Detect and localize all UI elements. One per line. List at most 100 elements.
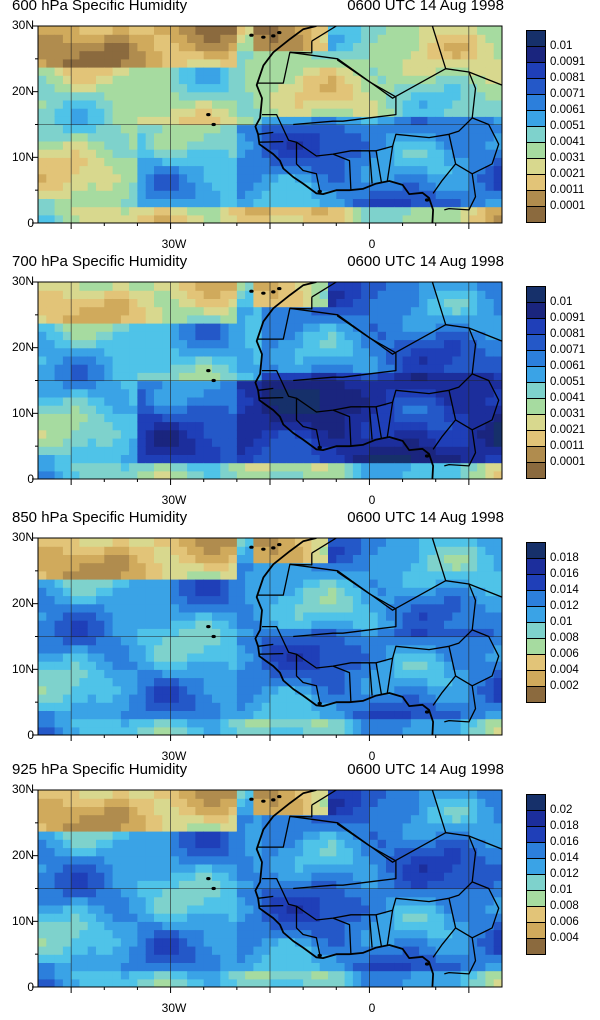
colorbar-swatch — [527, 591, 545, 607]
lon-label-0: 0 — [368, 749, 376, 763]
colorbar-swatch — [527, 827, 545, 843]
colorbar-label: 0.01 — [550, 296, 573, 308]
panel-title: 925 hPa Specific Humidity — [12, 761, 188, 778]
lat-label-20n: 20N — [11, 848, 34, 862]
humidity-field — [38, 26, 502, 223]
humidity-map — [32, 789, 503, 993]
colorbar-label: 0.004 — [550, 932, 579, 944]
lat-label-20n: 20N — [11, 340, 34, 354]
colorbar-swatch — [527, 795, 545, 811]
colorbar-swatch — [527, 843, 545, 859]
colorbar-label: 0.0001 — [550, 200, 586, 212]
colorbar-label: 0.0021 — [550, 168, 586, 180]
colorbar-label: 0.012 — [550, 600, 579, 612]
colorbar-label: 0.0001 — [550, 456, 586, 468]
humidity-map — [32, 25, 503, 229]
colorbar-swatch — [527, 415, 545, 431]
colorbar-swatch — [527, 335, 545, 351]
panel-700hpa: 700 hPa Specific Humidity 0600 UTC 14 Au… — [0, 253, 600, 512]
colorbar-swatch — [527, 79, 545, 95]
lat-label-10n: 10N — [11, 406, 34, 420]
colorbar — [526, 542, 546, 703]
lon-label-0: 0 — [368, 237, 376, 251]
colorbar-swatch — [527, 875, 545, 891]
lon-label-0: 0 — [368, 1001, 376, 1015]
colorbar-label: 0.0011 — [550, 440, 585, 452]
colorbar-swatch — [527, 367, 545, 383]
colorbar-swatch — [527, 31, 545, 47]
colorbar-label: 0.0081 — [550, 328, 586, 340]
colorbar-swatch — [527, 639, 545, 655]
lat-label-20n: 20N — [11, 84, 34, 98]
colorbar-swatch — [527, 319, 545, 335]
lat-label-30n: 30N — [11, 530, 34, 544]
colorbar-label: 0.0091 — [550, 312, 586, 324]
humidity-map — [32, 281, 503, 485]
colorbar-swatch — [527, 907, 545, 923]
colorbar-label: 0.0061 — [550, 360, 586, 372]
colorbar-swatch — [527, 127, 545, 143]
colorbar-label: 0.012 — [550, 868, 579, 880]
humidity-field — [38, 790, 502, 987]
colorbar-label: 0.0051 — [550, 376, 586, 388]
colorbar-swatch — [527, 399, 545, 415]
graticule — [38, 282, 502, 479]
lon-label-30w: 30W — [161, 237, 187, 251]
colorbar-label: 0.018 — [550, 552, 579, 564]
colorbar-swatch — [527, 175, 545, 191]
colorbar-swatch — [527, 191, 545, 207]
lat-label-eq: 0 — [27, 216, 34, 230]
colorbar-label: 0.014 — [550, 584, 579, 596]
graticule — [38, 538, 502, 735]
lon-label-0: 0 — [368, 493, 376, 507]
colorbar-label: 0.0091 — [550, 56, 586, 68]
lat-label-eq: 0 — [27, 472, 34, 486]
panel-time: 0600 UTC 14 Aug 1998 — [347, 0, 504, 14]
colorbar-swatch — [527, 859, 545, 875]
colorbar-swatch — [527, 47, 545, 63]
lat-label-30n: 30N — [11, 274, 34, 288]
colorbar-swatch — [527, 655, 545, 671]
colorbar-label: 0.006 — [550, 648, 579, 660]
colorbar-label: 0.0051 — [550, 120, 586, 132]
colorbar-label: 0.0011 — [550, 184, 585, 196]
colorbar-swatch — [527, 111, 545, 127]
lon-label-30w: 30W — [161, 749, 187, 763]
colorbar — [526, 286, 546, 479]
colorbar-label: 0.01 — [550, 616, 573, 628]
colorbar-label: 0.0041 — [550, 392, 586, 404]
colorbar-label: 0.0081 — [550, 72, 586, 84]
colorbar-swatch — [527, 891, 545, 907]
panel-850hpa: 850 hPa Specific Humidity 0600 UTC 14 Au… — [0, 509, 600, 768]
colorbar-swatch — [527, 287, 545, 303]
colorbar-label: 0.0071 — [550, 88, 586, 100]
panel-time: 0600 UTC 14 Aug 1998 — [347, 509, 504, 526]
colorbar-swatch — [527, 463, 545, 478]
lat-label-eq: 0 — [27, 728, 34, 742]
colorbar-swatch — [527, 671, 545, 687]
colorbar-swatch — [527, 923, 545, 939]
colorbar-label: 0.018 — [550, 820, 579, 832]
coastline-borders — [206, 282, 502, 479]
colorbar-swatch — [527, 143, 545, 159]
colorbar — [526, 794, 546, 955]
lat-label-10n: 10N — [11, 150, 34, 164]
panel-925hpa: 925 hPa Specific Humidity 0600 UTC 14 Au… — [0, 761, 600, 1020]
colorbar-swatch — [527, 623, 545, 639]
colorbar-label: 0.01 — [550, 40, 573, 52]
colorbar-label: 0.008 — [550, 900, 579, 912]
panel-time: 0600 UTC 14 Aug 1998 — [347, 253, 504, 270]
graticule — [38, 790, 502, 987]
panel-600hpa: 600 hPa Specific Humidity 0600 UTC 14 Au… — [0, 0, 600, 256]
colorbar-label: 0.0071 — [550, 344, 586, 356]
colorbar-label: 0.016 — [550, 836, 579, 848]
coastline-borders — [206, 26, 502, 223]
colorbar-swatch — [527, 939, 545, 954]
colorbar-label: 0.006 — [550, 916, 579, 928]
lon-label-30w: 30W — [161, 493, 187, 507]
colorbar-label: 0.002 — [550, 680, 579, 692]
colorbar-swatch — [527, 383, 545, 399]
graticule — [38, 26, 502, 223]
humidity-field — [38, 282, 502, 479]
